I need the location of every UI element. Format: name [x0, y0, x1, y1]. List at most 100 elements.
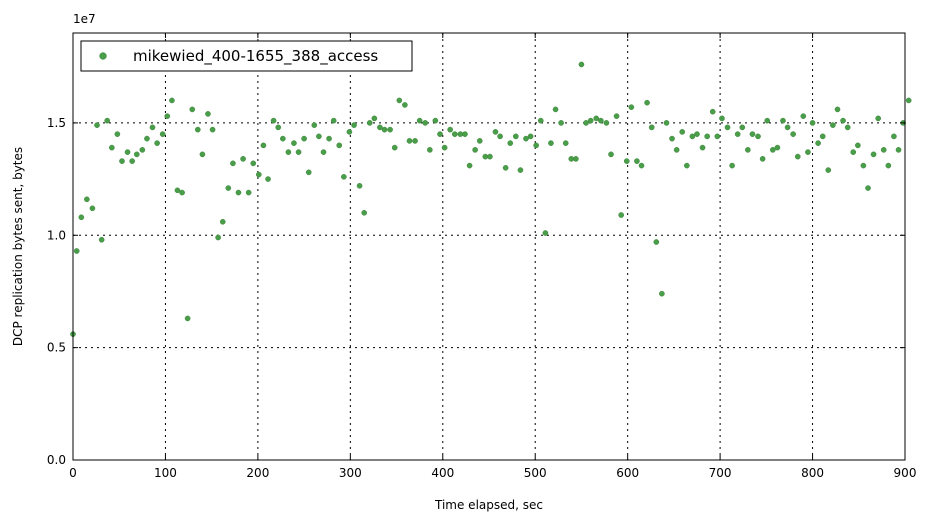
data-point	[844, 124, 851, 131]
data-point	[513, 133, 519, 140]
data-point	[583, 120, 589, 126]
y-axis-label: DCP replication bytes sent, bytes	[11, 147, 25, 346]
data-point	[260, 142, 267, 149]
data-point	[381, 126, 388, 133]
data-point	[794, 153, 801, 160]
data-point	[523, 135, 529, 142]
data-point	[587, 117, 594, 124]
data-point	[451, 131, 458, 137]
data-point	[689, 133, 696, 140]
data-point	[739, 124, 746, 131]
data-point	[774, 144, 781, 151]
data-point	[416, 117, 423, 124]
data-point	[562, 140, 569, 146]
data-point	[336, 142, 343, 149]
data-point	[805, 149, 811, 155]
data-point	[623, 158, 630, 164]
data-point	[840, 117, 846, 124]
data-point	[356, 183, 363, 189]
data-point	[880, 147, 887, 153]
data-point	[527, 133, 534, 140]
data-point	[209, 126, 216, 133]
data-point	[860, 162, 867, 169]
data-point	[466, 162, 473, 169]
data-point	[154, 140, 160, 146]
data-point	[895, 147, 902, 153]
data-point	[659, 290, 665, 297]
data-point	[714, 133, 721, 140]
x-tick-label: 300	[339, 466, 362, 480]
data-point	[73, 248, 80, 254]
data-point	[745, 147, 751, 153]
axis-ticks	[72, 33, 906, 461]
data-point	[729, 162, 735, 169]
data-point	[406, 138, 413, 144]
data-point	[891, 133, 897, 140]
data-point	[174, 187, 181, 194]
data-point	[825, 167, 832, 173]
data-point	[230, 160, 236, 167]
data-point	[533, 142, 539, 149]
data-point	[608, 151, 614, 158]
data-point	[578, 61, 585, 68]
data-point	[320, 149, 327, 155]
data-point	[755, 133, 761, 140]
data-point	[144, 135, 150, 142]
data-point	[316, 133, 322, 140]
data-point	[618, 212, 624, 218]
data-point	[396, 97, 403, 104]
data-points	[70, 61, 912, 337]
data-point	[865, 185, 871, 191]
data-point	[109, 144, 115, 151]
data-point	[78, 214, 85, 221]
data-point	[764, 117, 771, 124]
data-point	[669, 135, 675, 142]
data-point	[275, 124, 282, 131]
x-tick-label: 700	[709, 466, 732, 480]
data-point	[139, 147, 146, 153]
data-point	[422, 120, 429, 126]
data-point	[280, 135, 286, 142]
grid	[73, 33, 905, 460]
data-point	[164, 113, 171, 119]
data-point	[427, 147, 433, 153]
y-tick-label: 0.0	[47, 453, 66, 467]
data-point	[809, 120, 816, 126]
data-point	[285, 149, 292, 155]
data-point	[391, 144, 398, 151]
data-point	[402, 102, 408, 108]
data-point	[548, 140, 554, 146]
legend-marker	[99, 52, 107, 60]
data-point	[673, 147, 680, 153]
data-point	[573, 156, 579, 162]
data-point	[194, 126, 201, 133]
data-point	[603, 120, 610, 126]
data-point	[780, 117, 786, 124]
data-point	[159, 131, 166, 137]
data-point	[800, 113, 807, 119]
data-point	[250, 160, 257, 167]
data-point	[235, 189, 242, 196]
x-axis-label: Time elapsed, sec	[434, 498, 543, 512]
data-point	[472, 147, 478, 153]
data-point	[770, 147, 776, 153]
data-point	[724, 124, 731, 131]
data-point	[301, 135, 307, 142]
data-point	[699, 144, 706, 151]
data-point	[346, 129, 353, 135]
data-point	[330, 117, 337, 124]
data-point	[366, 120, 373, 126]
data-point	[734, 131, 741, 137]
plot-frame	[72, 32, 906, 461]
data-point	[819, 133, 826, 140]
data-point	[114, 131, 121, 137]
x-tick-label: 600	[616, 466, 639, 480]
legend: mikewied_400-1655_388_access	[80, 40, 413, 72]
data-point	[441, 144, 448, 151]
data-point	[341, 174, 347, 180]
data-point	[492, 129, 499, 135]
data-point	[326, 135, 332, 142]
y-exponent-label: 1e7	[73, 12, 96, 26]
data-point	[371, 115, 378, 122]
data-point	[215, 234, 221, 241]
